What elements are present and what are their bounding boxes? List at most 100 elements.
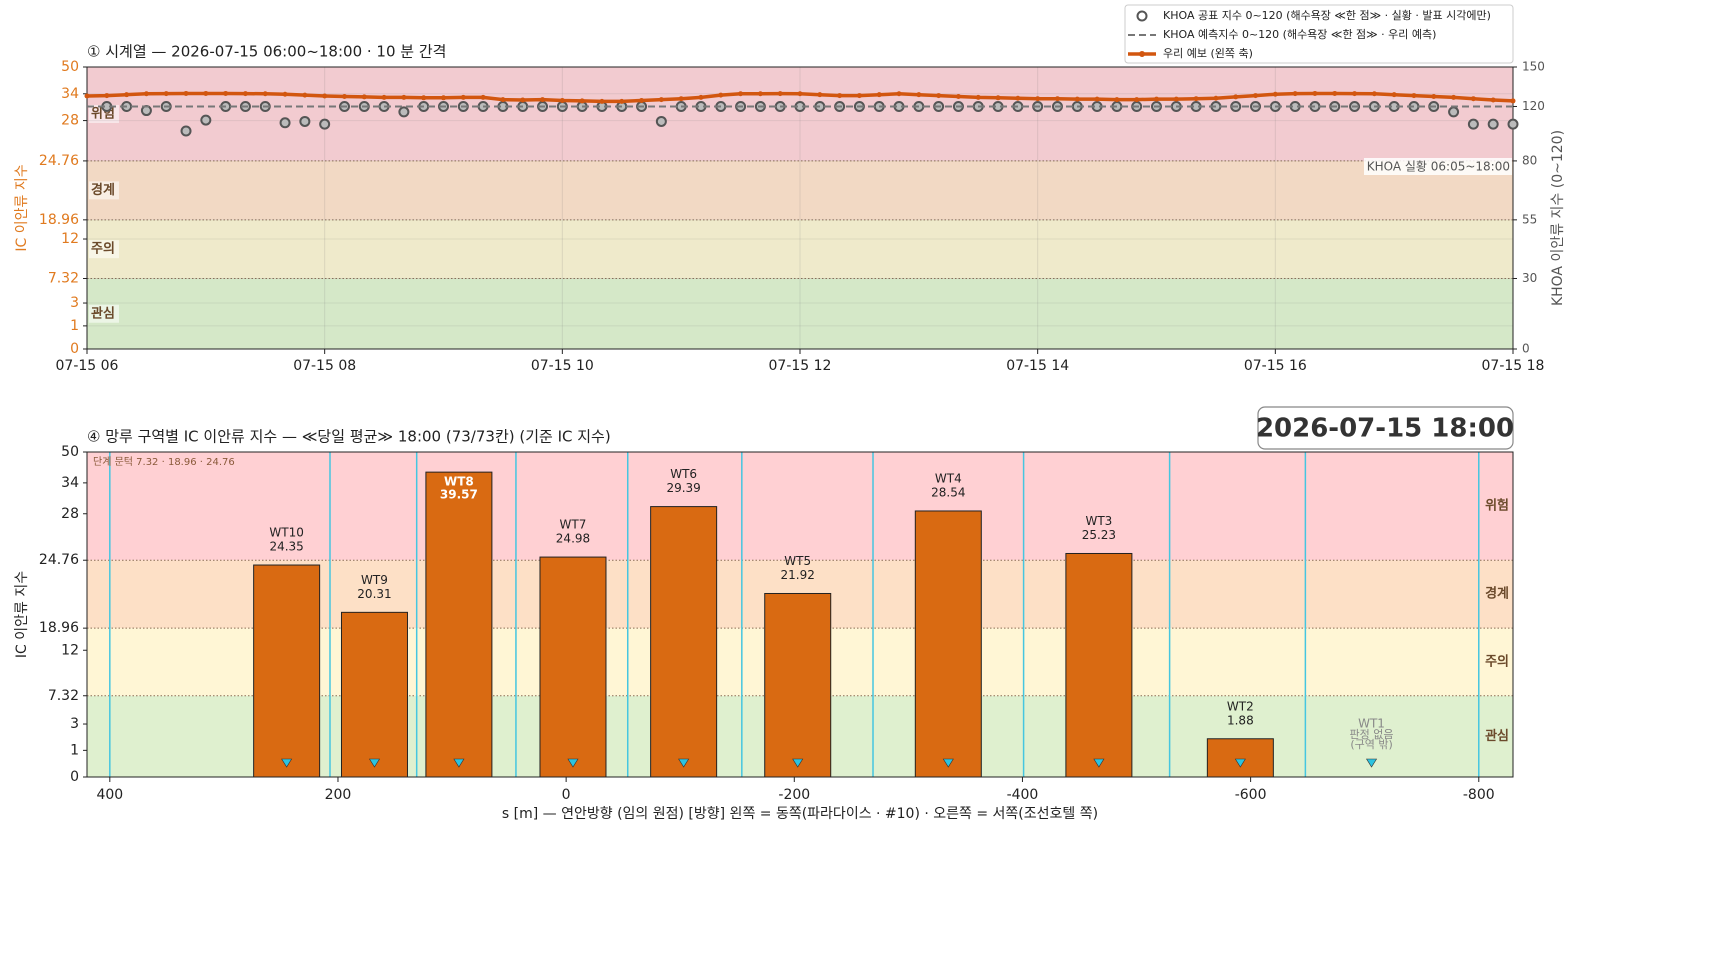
forecast-point [1391,92,1397,98]
forecast-point [500,97,506,103]
y-tick-label: 0 [70,769,79,785]
forecast-point [777,91,783,97]
forecast-point [322,93,328,99]
bar-name: WT10 [269,526,303,540]
forecast-point [619,98,625,104]
observed-point [1448,106,1460,118]
x-tick-label: 400 [96,787,123,803]
forecast-point [143,91,149,97]
x-tick-label: 07-15 18 [1482,358,1545,374]
y-tick-label: 34 [61,475,79,491]
observed-point [398,106,410,118]
x-axis-label: s [m] — 연안방향 (임의 원점) [방향] 왼쪽 = 동쪽(파라다이스 … [502,806,1098,822]
forecast-point [223,90,229,96]
y2-axis-label: KHOA 이안류 지수 (0~120) [1550,130,1566,306]
legend-marker [1139,51,1145,57]
band [87,219,1513,279]
forecast-point [421,95,427,101]
legend-box [1124,4,1514,64]
forecast-point [1173,96,1179,102]
y-tick-label: 24.76 [39,153,79,169]
x-tick-label: 07-15 08 [293,358,356,374]
zone-marker [1365,758,1378,768]
zone-marker [368,758,381,768]
band-label-bg [89,304,119,323]
x-tick-label: 07-15 06 [56,358,119,374]
band-label: 위험 [1485,498,1509,514]
forecast-point [698,94,704,100]
forecast-point [1312,90,1318,96]
observed-point [200,114,212,126]
y-tick-label: 12 [61,231,79,247]
y-tick-label: 24.76 [39,552,79,568]
forecast-point [1451,94,1457,100]
forecast-point [1035,96,1041,102]
observed-point [1467,118,1479,130]
forecast-point [1510,98,1516,104]
bar-value: 1.88 [1227,713,1254,727]
observed-point [1507,118,1519,130]
forecast-point [916,92,922,98]
y-tick-label: 28 [61,113,79,129]
bar-value: 28.54 [931,485,965,499]
forecast-point [1054,96,1060,102]
forecast-point [1134,97,1140,103]
forecast-point [242,91,248,97]
forecast-point [262,91,268,97]
x-tick-label: -800 [1463,787,1495,803]
bar [1206,738,1274,778]
y-tick-label: 3 [70,716,79,732]
forecast-point [84,93,90,99]
chart-title: ① 시계열 — 2026-07-15 06:00~18:00 · 10 분 간격 [87,43,446,61]
forecast-point [480,94,486,100]
bar-name: WT3 [1085,514,1112,528]
bar-name: WT4 [935,471,962,485]
forecast-point [183,90,189,96]
band [87,67,1513,161]
band [87,452,1513,561]
forecast-point [441,95,446,101]
forecast-point [579,98,585,104]
y2-tick-label: 30 [1522,271,1537,285]
y-tick-label: 50 [61,444,79,460]
bar-value: 24.98 [556,532,590,546]
forecast-point [302,92,308,98]
zone-marker [281,758,293,768]
forecast-point [203,90,209,96]
observed-point [655,115,667,127]
bar-value: 29.39 [666,481,700,495]
forecast-point [460,94,466,100]
bar-value: 39.57 [440,488,478,502]
forecast-point [797,91,803,97]
forecast-point [1253,93,1259,99]
forecast-point [1411,93,1417,99]
forecast-point [540,97,546,103]
forecast-point [104,93,110,99]
x-tick-label: 07-15 12 [769,358,832,374]
band-label: 관심 [1485,728,1509,744]
forecast-point [718,92,724,98]
forecast-point [1074,96,1080,102]
forecast-point [1352,91,1358,97]
legend-label: KHOA 공표 지수 0~120 (해수욕장 ≪한 점≫ · 실황 · 발표 시… [1163,8,1491,22]
bar [539,556,607,778]
forecast-point [955,93,961,99]
y2-tick-label: 55 [1522,212,1537,226]
zone-marker [1234,758,1246,768]
timestamp-box [1257,406,1514,450]
forecast-point [876,92,882,98]
band-label: 경계 [1485,586,1509,602]
forecast-point [1332,90,1338,96]
forecast-point [1233,94,1239,100]
forecast-point [1114,97,1120,103]
forecast-point [381,94,387,100]
y-tick-label: 1 [70,742,79,758]
bar [764,592,832,778]
bar [1065,552,1133,778]
forecast-point [341,93,347,99]
bar-value: 21.92 [781,568,815,582]
annotation-bg [1364,158,1512,175]
observed-point [319,118,331,130]
bar [914,510,982,778]
bar-name: WT7 [560,518,587,532]
